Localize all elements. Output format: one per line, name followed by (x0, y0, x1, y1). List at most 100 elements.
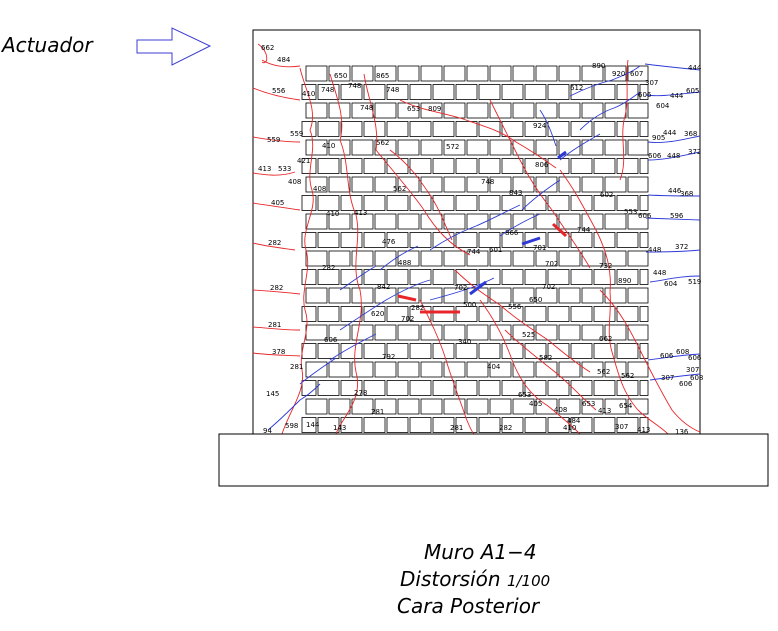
brick (593, 84, 616, 100)
brick (432, 306, 455, 322)
brick (512, 250, 535, 267)
brick (432, 417, 455, 433)
brick (535, 250, 558, 267)
brick (535, 65, 558, 82)
crack-label: 408 (313, 185, 326, 193)
crack-label: 500 (463, 301, 476, 309)
brick (432, 232, 455, 248)
brick (363, 417, 386, 433)
crack-label: 278 (354, 389, 367, 397)
crack-label: 404 (487, 363, 501, 371)
brick (535, 398, 558, 415)
brick (466, 250, 489, 267)
brick (305, 398, 328, 415)
crack-label: 410 (563, 424, 576, 432)
brick (616, 232, 639, 248)
brick (558, 65, 581, 82)
brick (340, 380, 363, 396)
crack-label: 809 (428, 105, 441, 113)
brick (593, 121, 616, 137)
crack-label: 281 (450, 424, 463, 432)
crack-label: 307 (661, 374, 674, 382)
brick (524, 84, 547, 100)
brick (478, 84, 501, 100)
brick (627, 176, 649, 193)
crack-label: 413 (598, 407, 611, 415)
brick (409, 380, 432, 396)
brick (547, 84, 570, 100)
brick (374, 361, 397, 378)
brick (386, 306, 409, 322)
brick (478, 121, 501, 137)
brick (409, 84, 432, 100)
red-cracks (252, 43, 701, 435)
brick (305, 250, 328, 267)
brick (301, 121, 317, 137)
brick (328, 287, 351, 304)
brick (547, 269, 570, 285)
crack-label: 446 (668, 187, 682, 195)
brick (397, 139, 420, 156)
brick (478, 158, 501, 174)
brick (616, 121, 639, 137)
brick (489, 102, 512, 119)
brick (501, 269, 524, 285)
brick (443, 324, 466, 341)
crack-label: 650 (334, 72, 347, 80)
brick (547, 195, 570, 211)
crack-label: 410 (302, 90, 315, 98)
brick (409, 158, 432, 174)
brick (328, 361, 351, 378)
crack-label: 282 (268, 239, 281, 247)
brick (581, 287, 604, 304)
brick (627, 102, 649, 119)
brick (305, 65, 328, 82)
brick (489, 65, 512, 82)
brick (328, 176, 351, 193)
crack-label: 281 (290, 363, 303, 371)
brick (386, 84, 409, 100)
brick (420, 139, 443, 156)
brick (501, 417, 524, 433)
brick (604, 250, 627, 267)
brick (386, 380, 409, 396)
brick (627, 398, 649, 415)
crack-label: 476 (382, 238, 396, 246)
brick (524, 121, 547, 137)
brick (639, 269, 649, 285)
crack-label: 606 (638, 91, 652, 99)
brick (363, 343, 386, 359)
crack-label: 748 (321, 86, 334, 94)
brick (604, 398, 627, 415)
crack-label: 368 (680, 190, 693, 198)
brick (581, 176, 604, 193)
brick (386, 195, 409, 211)
crack-label: 525 (522, 331, 535, 339)
brick (455, 195, 478, 211)
crack-label: 606 (688, 354, 702, 362)
brick (547, 417, 570, 433)
brick (547, 232, 570, 248)
brick (535, 361, 558, 378)
crack-label: 602 (600, 191, 613, 199)
crack-label: 410 (322, 142, 335, 150)
brick (535, 324, 558, 341)
brick (409, 232, 432, 248)
brick (570, 232, 593, 248)
brick (443, 250, 466, 267)
crack-label: 519 (688, 278, 701, 286)
brick (317, 232, 340, 248)
crack-label: 378 (272, 348, 285, 356)
brick (558, 250, 581, 267)
crack-label: 556 (508, 303, 522, 311)
brick (317, 306, 340, 322)
crack-label: 653 (582, 400, 595, 408)
brick (374, 176, 397, 193)
brick (420, 250, 443, 267)
crack-label: 372 (688, 148, 701, 156)
brick (409, 306, 432, 322)
brick (317, 121, 340, 137)
crack-label: 653 (407, 105, 420, 113)
brick (328, 324, 351, 341)
